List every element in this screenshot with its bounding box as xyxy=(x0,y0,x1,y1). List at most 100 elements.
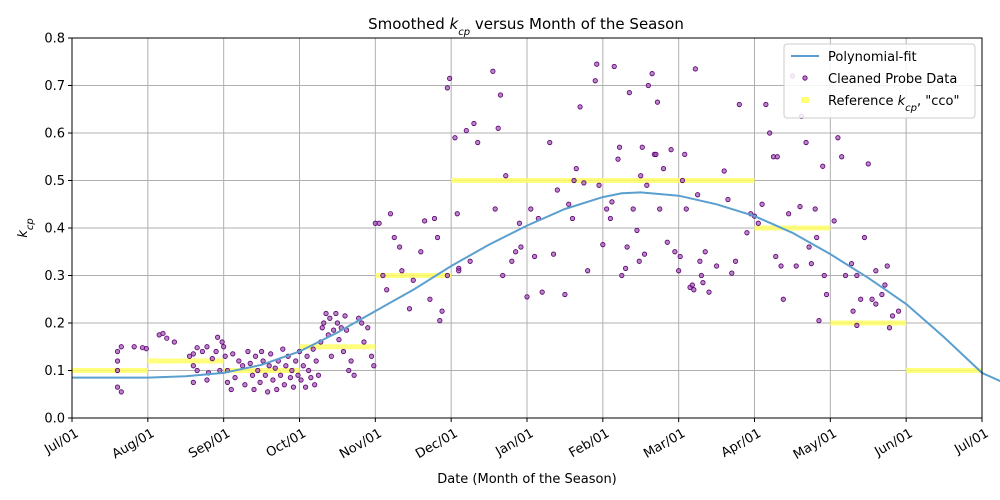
probe-point xyxy=(310,346,316,352)
probe-point xyxy=(333,310,339,317)
probe-point xyxy=(653,151,659,157)
probe-point xyxy=(531,253,538,260)
probe-point xyxy=(190,363,196,369)
probe-point xyxy=(683,206,689,212)
probe-point xyxy=(439,308,445,314)
probe-point xyxy=(418,249,424,255)
probe-point xyxy=(547,139,553,146)
legend-box xyxy=(783,43,976,119)
probe-point xyxy=(209,356,215,362)
legend-reference-label: Reference kcp, "cco" xyxy=(828,94,959,114)
y-tick-label: 0.1 xyxy=(44,364,65,379)
y-tick-label: 0.7 xyxy=(44,79,65,94)
probe-point xyxy=(695,192,701,198)
probe-point xyxy=(697,258,703,264)
probe-point xyxy=(616,144,623,150)
polynomial-fit-line xyxy=(72,191,1000,383)
probe-point xyxy=(700,280,706,286)
probe-point xyxy=(630,206,636,212)
reference-steps xyxy=(72,178,982,373)
legend-reference-swatch xyxy=(801,97,809,103)
probe-point xyxy=(767,130,773,136)
probe-point xyxy=(634,227,640,233)
probe-point xyxy=(410,277,416,283)
probe-point xyxy=(204,377,210,383)
probe-point xyxy=(518,244,524,250)
probe-point xyxy=(842,272,849,279)
probe-point xyxy=(691,287,697,293)
probe-point xyxy=(342,313,348,319)
probe-point xyxy=(513,249,519,255)
probe-point xyxy=(706,289,712,295)
y-axis-title: kcp xyxy=(16,218,36,237)
probe-point xyxy=(854,272,860,279)
probe-point xyxy=(365,325,371,331)
probe-point xyxy=(258,348,265,355)
probe-point xyxy=(118,389,124,395)
probe-point xyxy=(839,154,845,160)
x-axis-title: Date (Month of the Season) xyxy=(437,472,617,487)
probe-point xyxy=(456,268,462,274)
probe-point xyxy=(444,85,450,91)
probe-point xyxy=(186,353,193,359)
probe-point xyxy=(812,206,818,212)
probe-point xyxy=(689,282,695,288)
probe-point xyxy=(131,344,137,350)
probe-point xyxy=(295,372,301,378)
probe-point xyxy=(164,335,170,341)
probe-point xyxy=(371,363,377,369)
probe-point xyxy=(755,220,761,226)
probe-point xyxy=(657,206,663,212)
probe-point xyxy=(676,268,682,274)
probe-point xyxy=(865,161,871,167)
probe-point xyxy=(171,339,177,345)
probe-point xyxy=(778,263,784,269)
probe-point xyxy=(873,268,879,274)
probe-point xyxy=(786,211,792,217)
probe-point xyxy=(528,206,534,212)
probe-point xyxy=(272,365,278,371)
probe-point xyxy=(327,315,333,321)
probe-point xyxy=(619,272,625,279)
probe-point xyxy=(219,339,225,345)
probe-point xyxy=(848,261,855,267)
reference-step-segment xyxy=(299,344,376,350)
probe-point xyxy=(300,363,306,369)
probe-point xyxy=(160,330,166,337)
probe-point xyxy=(524,294,530,300)
plot-area xyxy=(71,37,1000,419)
probe-point xyxy=(793,263,799,269)
probe-point xyxy=(251,386,257,393)
probe-point xyxy=(736,101,742,108)
probe-point xyxy=(594,61,600,67)
probe-point xyxy=(682,151,688,157)
probe-point xyxy=(240,363,246,369)
probe-point xyxy=(609,199,615,205)
probe-point xyxy=(884,263,890,269)
probe-point xyxy=(645,82,651,89)
probe-point xyxy=(831,218,837,224)
probe-point xyxy=(835,135,841,141)
probe-point xyxy=(763,101,769,108)
probe-point xyxy=(797,204,803,210)
probe-point xyxy=(114,348,121,355)
probe-point xyxy=(260,358,266,364)
probe-point xyxy=(879,291,885,298)
probe-point xyxy=(639,144,645,150)
probe-point xyxy=(773,253,779,260)
probe-point xyxy=(242,382,248,388)
probe-point xyxy=(858,296,864,302)
probe-point xyxy=(228,386,234,393)
probe-point xyxy=(679,177,686,184)
reference-step-segment xyxy=(72,368,148,373)
probe-point xyxy=(509,258,515,264)
probe-point xyxy=(554,187,560,193)
probe-point xyxy=(624,244,630,250)
probe-point xyxy=(361,339,367,345)
probe-point xyxy=(351,372,357,378)
probe-point xyxy=(376,220,382,226)
probe-point xyxy=(615,156,621,162)
probe-point xyxy=(886,325,893,331)
probe-point xyxy=(500,272,506,279)
